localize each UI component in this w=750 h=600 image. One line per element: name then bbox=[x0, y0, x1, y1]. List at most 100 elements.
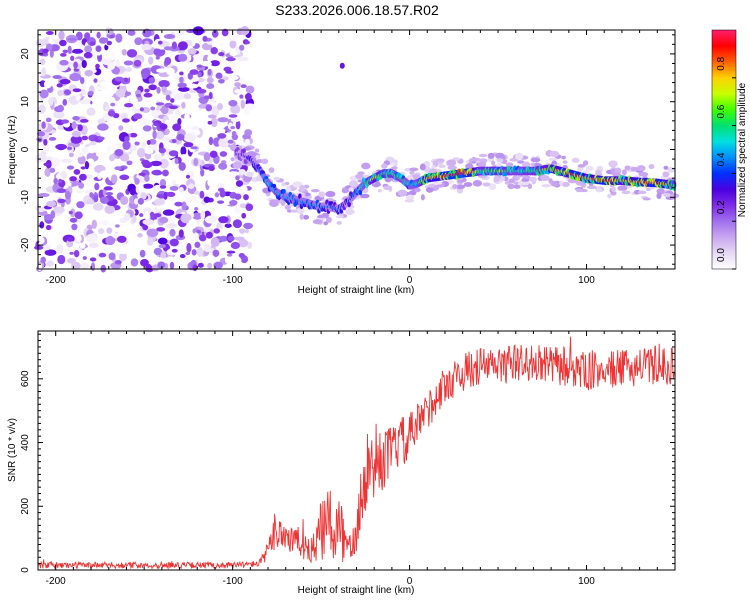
noise-cell bbox=[141, 159, 150, 166]
noise-cell bbox=[183, 93, 192, 100]
noise-cell bbox=[36, 130, 46, 137]
noise-cell bbox=[180, 146, 187, 156]
noise-cell bbox=[191, 212, 203, 220]
noise-cell bbox=[116, 245, 129, 255]
halo-cell bbox=[285, 185, 291, 193]
noise-cell bbox=[107, 110, 116, 117]
halo-cell bbox=[630, 166, 639, 172]
halo-cell bbox=[548, 178, 553, 184]
noise-cell bbox=[137, 147, 146, 158]
noise-cell bbox=[142, 125, 152, 132]
halo-cell bbox=[303, 214, 310, 220]
noise-cell bbox=[171, 248, 178, 253]
halo-cell bbox=[608, 160, 618, 168]
halo-cell bbox=[404, 199, 415, 203]
snr-x-ticks: -200 -100 0 100 bbox=[37, 331, 676, 587]
halo-cell bbox=[348, 187, 354, 192]
noise-cell bbox=[148, 100, 158, 111]
noise-cell bbox=[226, 253, 233, 257]
noise-cell bbox=[104, 205, 116, 214]
noise-cell bbox=[229, 199, 238, 206]
noise-cell bbox=[72, 88, 82, 93]
spectrogram-x-tick-label: 0 bbox=[407, 275, 413, 286]
noise-cell bbox=[224, 223, 232, 228]
halo-cell bbox=[621, 169, 627, 176]
noise-cell bbox=[189, 69, 199, 75]
noise-cell bbox=[66, 146, 73, 151]
noise-cell bbox=[137, 233, 143, 238]
noise-cell bbox=[56, 83, 63, 88]
noise-cell bbox=[97, 123, 109, 131]
noise-cell bbox=[225, 57, 236, 62]
noise-cell bbox=[123, 77, 129, 83]
noise-cell bbox=[181, 101, 186, 109]
noise-cell bbox=[110, 102, 116, 107]
halo-cell bbox=[452, 184, 458, 190]
noise-cell bbox=[124, 212, 131, 221]
noise-cell bbox=[124, 91, 132, 96]
noise-cell bbox=[168, 150, 179, 157]
noise-cell bbox=[126, 240, 135, 250]
noise-cell bbox=[79, 99, 91, 105]
noise-cell bbox=[203, 144, 215, 149]
halo-cell bbox=[607, 193, 612, 199]
noise-cell bbox=[177, 41, 188, 51]
halo-cell bbox=[515, 152, 524, 160]
halo-cell bbox=[452, 157, 461, 161]
noise-cell bbox=[39, 236, 45, 244]
halo-cell bbox=[435, 158, 445, 163]
noise-cell bbox=[167, 216, 176, 224]
noise-cell bbox=[144, 88, 150, 93]
noise-cell bbox=[161, 86, 167, 93]
noise-cell bbox=[172, 123, 182, 132]
noise-cell bbox=[115, 224, 120, 228]
noise-cell bbox=[117, 235, 127, 243]
noise-cell bbox=[227, 235, 235, 242]
noise-cell bbox=[160, 137, 171, 142]
noise-cell bbox=[163, 46, 173, 51]
noise-cell bbox=[142, 183, 154, 189]
colorbar-tick-label: 0.8 bbox=[716, 56, 727, 70]
noise-cell bbox=[217, 117, 229, 123]
halo-cell bbox=[355, 173, 364, 180]
noise-cell bbox=[131, 150, 137, 160]
noise-cell bbox=[82, 256, 87, 260]
noise-cell bbox=[153, 198, 166, 206]
noise-cell bbox=[89, 242, 99, 249]
noise-cell bbox=[86, 107, 96, 116]
snr-y-tick-label: 400 bbox=[20, 434, 31, 451]
noise-cell bbox=[71, 186, 80, 191]
noise-cell bbox=[108, 252, 116, 261]
noise-cell bbox=[153, 47, 166, 57]
noise-cell bbox=[89, 41, 96, 46]
noise-cell bbox=[190, 146, 198, 150]
noise-cell bbox=[185, 174, 191, 179]
noise-cell bbox=[177, 86, 190, 92]
halo-cell bbox=[527, 183, 533, 190]
colorbar: 0.0 0.2 0.4 0.6 0.8 Normalized spectral ampl… bbox=[711, 29, 748, 270]
noise-cell bbox=[219, 189, 226, 198]
noise-cell bbox=[103, 50, 113, 60]
noise-cell bbox=[238, 239, 249, 248]
colorbar-ticks: 0.0 0.2 0.4 0.6 0.8 bbox=[716, 56, 736, 270]
halo-cell bbox=[261, 158, 269, 164]
noise-cell bbox=[177, 29, 185, 36]
noise-cell bbox=[130, 144, 137, 152]
halo-cell bbox=[325, 216, 332, 223]
halo-cell bbox=[268, 167, 275, 173]
noise-cell bbox=[49, 49, 54, 58]
noise-cell bbox=[210, 117, 218, 128]
noise-cell bbox=[43, 138, 48, 146]
noise-cell bbox=[140, 192, 147, 200]
noise-cell bbox=[243, 194, 249, 201]
noise-cell bbox=[35, 38, 46, 48]
noise-cell bbox=[141, 72, 148, 80]
snr-y-ticks: 0 200 400 600 bbox=[20, 333, 675, 573]
noise-cell bbox=[179, 76, 184, 83]
noise-cell bbox=[165, 223, 177, 229]
noise-cell bbox=[218, 78, 225, 84]
noise-cell bbox=[206, 171, 211, 177]
noise-cell bbox=[43, 162, 51, 167]
noise-cell bbox=[95, 63, 100, 69]
noise-cell bbox=[148, 77, 156, 84]
